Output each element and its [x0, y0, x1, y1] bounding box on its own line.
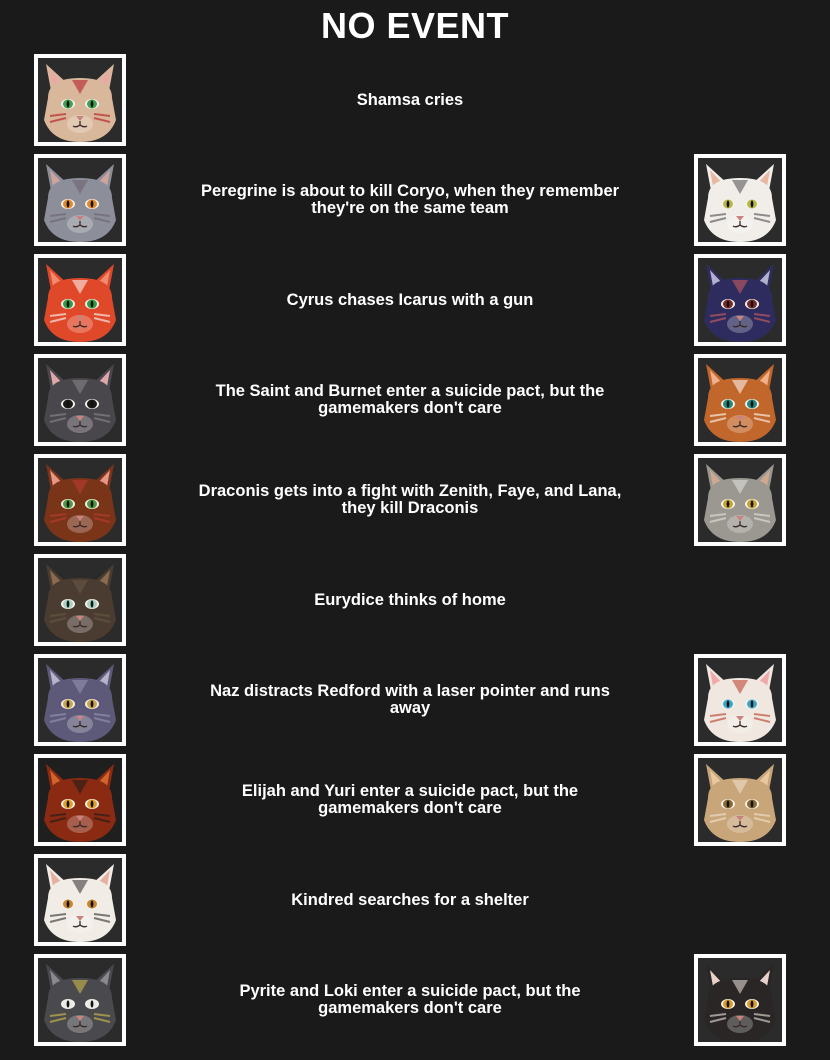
- tribute-portrait-right: [694, 654, 786, 746]
- tribute-portrait-left: [34, 654, 126, 746]
- tribute-portrait-right: [694, 354, 786, 446]
- event-text: Naz distracts Redford with a laser point…: [210, 682, 610, 717]
- event-row: Peregrine is about to kill Coryo, when t…: [0, 154, 830, 246]
- event-text: Pyrite and Loki enter a suicide pact, bu…: [239, 982, 581, 1017]
- tribute-portrait-right: [694, 754, 786, 846]
- event-text: Cyrus chases Icarus with a gun: [286, 290, 534, 309]
- cat-portrait-icon: [698, 258, 782, 342]
- cat-portrait-icon: [38, 158, 122, 242]
- cat-portrait-icon: [698, 358, 782, 442]
- event-text: The Saint and Burnet enter a suicide pac…: [215, 382, 605, 417]
- tribute-portrait-left: [34, 54, 126, 146]
- event-row: Pyrite and Loki enter a suicide pact, bu…: [0, 954, 830, 1046]
- tribute-portrait-left: [34, 754, 126, 846]
- cat-portrait-icon: [38, 758, 122, 842]
- event-text: Draconis gets into a fight with Zenith, …: [198, 482, 622, 517]
- event-row: Naz distracts Redford with a laser point…: [0, 654, 830, 746]
- tribute-portrait-left: [34, 854, 126, 946]
- cat-portrait-icon: [38, 658, 122, 742]
- cat-portrait-icon: [698, 158, 782, 242]
- event-row: Draconis gets into a fight with Zenith, …: [0, 454, 830, 546]
- tribute-portrait-left: [34, 154, 126, 246]
- cat-portrait-icon: [38, 558, 122, 642]
- cat-portrait-icon: [38, 258, 122, 342]
- tribute-portrait-right: [694, 954, 786, 1046]
- cat-portrait-icon: [698, 458, 782, 542]
- event-row: Kindred searches for a shelter: [0, 854, 830, 946]
- cat-portrait-icon: [38, 858, 122, 942]
- cat-portrait-icon: [38, 358, 122, 442]
- event-text: Shamsa cries: [356, 90, 464, 109]
- cat-portrait-icon: [38, 458, 122, 542]
- event-row: Shamsa cries: [0, 54, 830, 146]
- event-row: Elijah and Yuri enter a suicide pact, bu…: [0, 754, 830, 846]
- page-title: NO EVENT: [320, 5, 510, 46]
- tribute-portrait-left: [34, 254, 126, 346]
- event-text: Kindred searches for a shelter: [291, 890, 529, 909]
- event-row: The Saint and Burnet enter a suicide pac…: [0, 354, 830, 446]
- event-row: Cyrus chases Icarus with a gun: [0, 254, 830, 346]
- cat-portrait-icon: [698, 758, 782, 842]
- cat-portrait-icon: [698, 958, 782, 1042]
- tribute-portrait-left: [34, 954, 126, 1046]
- event-text: Peregrine is about to kill Coryo, when t…: [200, 182, 620, 217]
- tribute-portrait-left: [34, 454, 126, 546]
- cat-portrait-icon: [38, 58, 122, 142]
- tribute-portrait-right: [694, 454, 786, 546]
- event-text: Eurydice thinks of home: [314, 590, 506, 609]
- tribute-portrait-right: [694, 254, 786, 346]
- tribute-portrait-left: [34, 354, 126, 446]
- cat-portrait-icon: [38, 958, 122, 1042]
- event-row: Eurydice thinks of home: [0, 554, 830, 646]
- tribute-portrait-left: [34, 554, 126, 646]
- cat-portrait-icon: [698, 658, 782, 742]
- event-text: Elijah and Yuri enter a suicide pact, bu…: [241, 782, 579, 817]
- tribute-portrait-right: [694, 154, 786, 246]
